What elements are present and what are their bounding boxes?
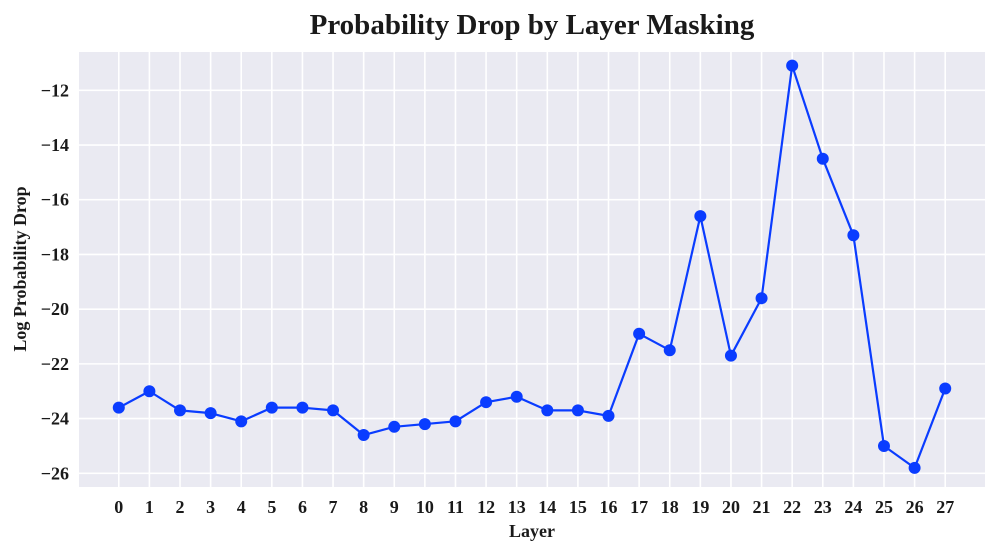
x-tick-label: 13 [508,497,526,517]
x-tick-label: 6 [298,497,307,517]
x-tick-label: 7 [329,497,338,517]
y-tick-label: −12 [41,80,69,100]
points-layer [112,59,952,474]
data-point [480,396,493,409]
x-tick-label: 5 [267,497,276,517]
y-tick-label: −18 [41,244,69,264]
x-tick-label: 22 [783,497,801,517]
y-axis-label: Log Probability Drop [10,186,30,351]
x-tick-label: 8 [359,497,368,517]
x-tick-label: 25 [875,497,893,517]
data-point [327,404,340,417]
data-point [112,401,125,414]
y-tick-label: −16 [41,190,69,210]
y-tick-label: −24 [41,409,69,429]
x-tick-label: 3 [206,497,215,517]
x-tick-label: 12 [477,497,495,517]
data-point [174,404,187,417]
x-axis-label: Layer [509,521,555,541]
data-point [908,461,921,474]
plot-background [79,52,985,487]
series-layer [118,64,947,469]
data-point [204,407,217,420]
data-point [510,390,523,403]
data-point [449,415,462,428]
data-point [633,327,646,340]
x-tick-label: 11 [447,497,464,517]
series-line [118,64,947,469]
data-point [847,229,860,242]
x-tick-label: 18 [661,497,679,517]
data-point [571,404,584,417]
x-tick-label: 0 [114,497,123,517]
data-point [694,210,707,223]
x-tick-label: 14 [538,497,556,517]
x-tick-label: 9 [390,497,399,517]
data-point [816,152,829,165]
data-point [265,401,278,414]
y-tick-label: −22 [41,354,69,374]
x-tick-label: 4 [237,497,246,517]
y-tick-labels: −26 −24 −22 −20 −18 −16 −14 −12 [41,80,69,483]
x-tick-label: 17 [630,497,648,517]
x-tick-label: 24 [844,497,862,517]
data-point [418,418,431,431]
data-point [541,404,554,417]
x-tick-label: 1 [145,497,154,517]
y-tick-label: −14 [41,135,69,155]
chart-title: Probability Drop by Layer Masking [310,9,755,41]
data-point [724,349,737,362]
x-tick-label: 26 [906,497,924,517]
data-point [357,429,370,442]
x-tick-labels: 0 1 2 3 4 5 6 7 8 9 10 11 12 13 14 15 16 17 18 19 20 21 22 23 24… [114,497,954,517]
x-tick-label: 21 [753,497,771,517]
x-tick-label: 15 [569,497,587,517]
data-point [663,344,676,357]
data-point [755,292,768,305]
x-tick-label: 10 [416,497,434,517]
x-tick-label: 16 [600,497,618,517]
data-point [235,415,248,428]
data-point [602,409,615,422]
y-tick-label: −20 [41,299,69,319]
data-point [877,439,890,452]
data-point [786,59,799,72]
data-point [296,401,309,414]
x-tick-label: 23 [814,497,832,517]
data-point [388,420,401,433]
x-tick-label: 2 [176,497,185,517]
y-tick-label: −26 [41,463,69,483]
data-point [143,385,156,398]
x-tick-label: 27 [936,497,954,517]
data-point [939,382,952,395]
x-tick-label: 20 [722,497,740,517]
x-tick-label: 19 [691,497,709,517]
